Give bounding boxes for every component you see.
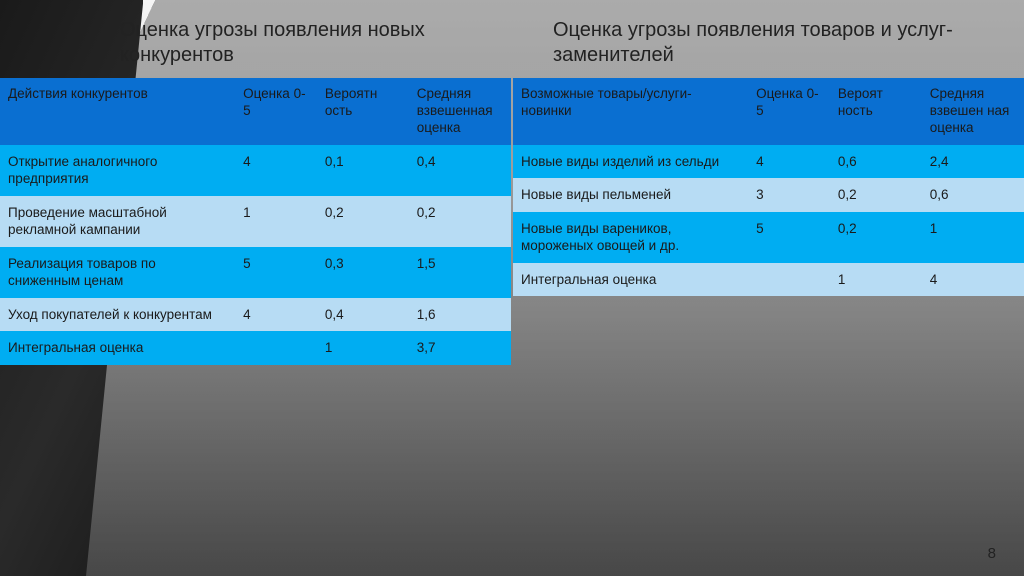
left-title: Оценка угрозы появления новых конкуренто…: [0, 0, 511, 78]
left-column: Оценка угрозы появления новых конкуренто…: [0, 0, 511, 576]
td: Проведение масштабной рекламной кампании: [0, 196, 235, 247]
td: 4: [235, 145, 317, 196]
td: 0,2: [830, 178, 922, 212]
td: 5: [235, 247, 317, 298]
td: 1: [235, 196, 317, 247]
td: 0,2: [830, 212, 922, 263]
slide: Оценка угрозы появления новых конкуренто…: [0, 0, 1024, 576]
td: Новые виды вареников, мороженых овощей и…: [513, 212, 748, 263]
td: 0,6: [830, 145, 922, 179]
th: Возможные товары/услуги-новинки: [513, 78, 748, 145]
left-tbody: Открытие аналогичного предприятия40,10,4…: [0, 145, 511, 365]
td: Новые виды пельменей: [513, 178, 748, 212]
left-table: Действия конкурентов Оценка 0-5 Вероятн …: [0, 78, 511, 365]
td: 2,4: [922, 145, 1024, 179]
table-row: Интегральная оценка 14: [513, 263, 1024, 297]
td: 5: [748, 212, 830, 263]
table-row: Проведение масштабной рекламной кампании…: [0, 196, 511, 247]
td: 3,7: [409, 331, 511, 365]
td: 1,5: [409, 247, 511, 298]
td: 0,3: [317, 247, 409, 298]
td: [235, 331, 317, 365]
td: 1,6: [409, 298, 511, 332]
td: 3: [748, 178, 830, 212]
th: Вероят ность: [830, 78, 922, 145]
table-row: Интегральная оценка 13,7: [0, 331, 511, 365]
th: Средняя взвешен ная оценка: [922, 78, 1024, 145]
right-table: Возможные товары/услуги-новинки Оценка 0…: [513, 78, 1024, 296]
td: Уход покупателей к конкурентам: [0, 298, 235, 332]
td: 1: [830, 263, 922, 297]
td: 4: [922, 263, 1024, 297]
td: 4: [748, 145, 830, 179]
td: 0,1: [317, 145, 409, 196]
table-row: Новые виды изделий из сельди40,62,4: [513, 145, 1024, 179]
td: [748, 263, 830, 297]
right-tbody: Новые виды изделий из сельди40,62,4Новые…: [513, 145, 1024, 297]
td: Реализация товаров по сниженным ценам: [0, 247, 235, 298]
td: 0,4: [317, 298, 409, 332]
table-row: Новые виды пельменей30,20,6: [513, 178, 1024, 212]
table-row: Новые виды вареников, мороженых овощей и…: [513, 212, 1024, 263]
page-number: 8: [988, 545, 996, 562]
table-row: Открытие аналогичного предприятия40,10,4: [0, 145, 511, 196]
th: Вероятн ость: [317, 78, 409, 145]
td: Интегральная оценка: [513, 263, 748, 297]
table-header-row: Возможные товары/услуги-новинки Оценка 0…: [513, 78, 1024, 145]
td: Новые виды изделий из сельди: [513, 145, 748, 179]
td: 0,2: [409, 196, 511, 247]
td: 1: [317, 331, 409, 365]
table-row: Реализация товаров по сниженным ценам50,…: [0, 247, 511, 298]
th: Оценка 0-5: [748, 78, 830, 145]
th: Средняя взвешенная оценка: [409, 78, 511, 145]
td: Интегральная оценка: [0, 331, 235, 365]
td: 0,4: [409, 145, 511, 196]
table-header-row: Действия конкурентов Оценка 0-5 Вероятн …: [0, 78, 511, 145]
right-title: Оценка угрозы появления товаров и услуг-…: [513, 0, 1024, 78]
right-column: Оценка угрозы появления товаров и услуг-…: [513, 0, 1024, 576]
td: 0,2: [317, 196, 409, 247]
th: Оценка 0-5: [235, 78, 317, 145]
td: Открытие аналогичного предприятия: [0, 145, 235, 196]
td: 0,6: [922, 178, 1024, 212]
td: 4: [235, 298, 317, 332]
th: Действия конкурентов: [0, 78, 235, 145]
table-row: Уход покупателей к конкурентам40,41,6: [0, 298, 511, 332]
td: 1: [922, 212, 1024, 263]
